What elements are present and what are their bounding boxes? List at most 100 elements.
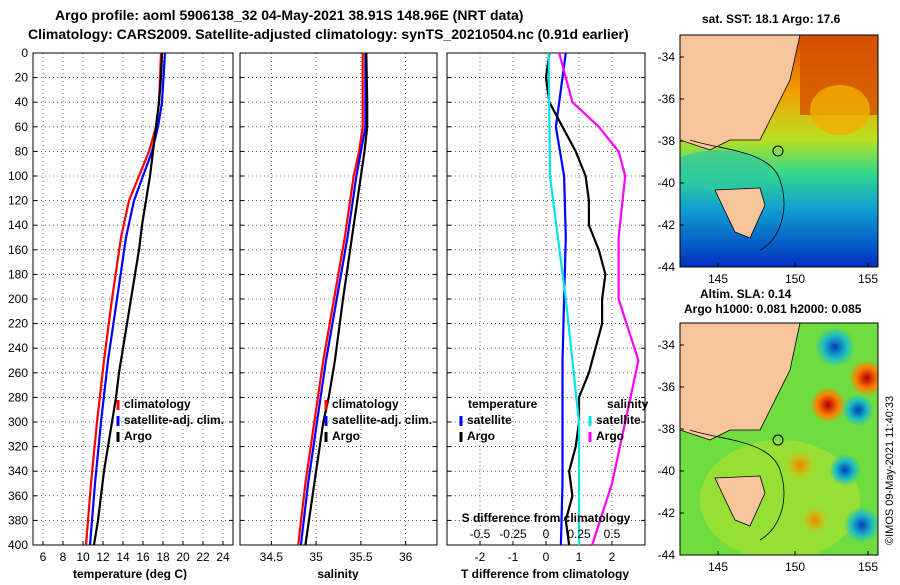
difference-panel: -2 -1 0 1 2 temperature salinity satellite Argo s… bbox=[446, 52, 649, 564]
series-line-argo bbox=[92, 52, 164, 546]
x-tick-label: 24 bbox=[216, 550, 230, 564]
map-x-tick-label: 155 bbox=[858, 272, 878, 286]
s-tick-label: 0.25 bbox=[567, 527, 591, 541]
map-x-tick-label: 150 bbox=[785, 560, 805, 574]
depth-tick-label: 380 bbox=[8, 513, 28, 527]
series-line-t-satellite bbox=[554, 52, 567, 546]
x-tick-label: 34.5 bbox=[260, 550, 284, 564]
legend-title-temperature: temperature bbox=[468, 397, 538, 411]
depth-tick-label: 240 bbox=[8, 341, 28, 355]
map-y-tick-label: -42 bbox=[658, 506, 676, 520]
map-x-tick-label: 145 bbox=[708, 272, 728, 286]
s-difference-axis-title: S difference from climatology bbox=[462, 511, 631, 525]
map-y-tick-label: -36 bbox=[658, 92, 676, 106]
x-tick-label: 6 bbox=[40, 550, 47, 564]
sst-map: sat. SST: 18.1 Argo: 17.6 145 150 155 -34 -3… bbox=[658, 12, 879, 286]
map-x-tick-label: 150 bbox=[785, 272, 805, 286]
map-x-tick-label: 155 bbox=[858, 560, 878, 574]
sla-map-ticks: 145 150 155 -34 -36 -38 -40 -42 -44 bbox=[658, 338, 879, 574]
title-line-2: Climatology: CARS2009. Satellite-adjuste… bbox=[28, 26, 629, 42]
argo-location-marker bbox=[772, 145, 784, 157]
series-line-satellite-adj-clim- bbox=[299, 53, 367, 546]
series-line-argo bbox=[304, 52, 369, 546]
series-line-satellite-adj-clim- bbox=[88, 52, 167, 546]
legend-label: Argo bbox=[332, 429, 360, 443]
s-tick-label: -0.5 bbox=[470, 527, 491, 541]
sst-map-ticks: 145 150 155 -34 -36 -38 -40 -42 -44 bbox=[658, 50, 879, 286]
x-tick-label: 35 bbox=[309, 550, 323, 564]
map-y-tick-label: -38 bbox=[658, 422, 676, 436]
legend-label: satellite bbox=[467, 413, 512, 427]
depth-tick-label: 40 bbox=[15, 95, 29, 109]
x-tick-label: 1 bbox=[576, 550, 583, 564]
map-y-tick-label: -38 bbox=[658, 134, 676, 148]
x-tick-label: -1 bbox=[508, 550, 519, 564]
watermark: ©IMOS 09-May-2021 11:40:33 bbox=[884, 396, 896, 545]
x-tick-label: 18 bbox=[156, 550, 170, 564]
map-y-tick-label: -40 bbox=[658, 464, 676, 478]
map-y-tick-label: -34 bbox=[658, 50, 676, 64]
depth-tick-label: 340 bbox=[8, 464, 28, 478]
legend-label: climatology bbox=[124, 397, 191, 411]
s-tick-label: -0.25 bbox=[499, 527, 527, 541]
sla-map-title-2: Argo h1000: 0.081 h2000: 0.085 bbox=[684, 302, 862, 316]
depth-tick-label: 20 bbox=[15, 71, 29, 85]
map-y-tick-label: -34 bbox=[658, 338, 676, 352]
temperature-axis-title: temperature (deg C) bbox=[73, 567, 187, 580]
x-tick-label: 14 bbox=[116, 550, 130, 564]
x-tick-label: 20 bbox=[176, 550, 190, 564]
title-line-1: Argo profile: aoml 5906138_32 04-May-202… bbox=[55, 7, 523, 23]
depth-tick-label: 120 bbox=[8, 194, 28, 208]
legend-label: satellite bbox=[596, 413, 641, 427]
series-line-s-argo bbox=[558, 52, 640, 546]
legend-label: Argo bbox=[467, 429, 495, 443]
sla-map: Altim. SLA: 0.14 Argo h1000: 0.081 h2000… bbox=[658, 287, 879, 574]
salinity-panel: 34.5 35 35.5 36 climatology satellite-adj. cl… bbox=[239, 52, 438, 564]
depth-tick-label: 0 bbox=[21, 46, 28, 60]
depth-tick-label: 260 bbox=[8, 366, 28, 380]
depth-tick-label: 140 bbox=[8, 218, 28, 232]
s-tick-label: 0 bbox=[543, 527, 550, 541]
depth-tick-label: 320 bbox=[8, 440, 28, 454]
depth-tick-label: 200 bbox=[8, 292, 28, 306]
x-tick-label: 36 bbox=[399, 550, 413, 564]
series-line-climatology bbox=[297, 53, 364, 546]
sst-map-title: sat. SST: 18.1 Argo: 17.6 bbox=[702, 12, 841, 26]
depth-tick-label: 100 bbox=[8, 169, 28, 183]
legend-label: climatology bbox=[332, 397, 399, 411]
depth-axis-labels: 0 20 40 60 80 100 120 140 160 180 200 220 240 260 280 3… bbox=[8, 46, 28, 552]
legend-label: satellite-adj. clim. bbox=[124, 413, 224, 427]
x-tick-label: 22 bbox=[196, 550, 210, 564]
depth-tick-label: 220 bbox=[8, 317, 28, 331]
depth-tick-label: 60 bbox=[15, 120, 29, 134]
panel-frame bbox=[239, 52, 438, 546]
depth-tick-label: 80 bbox=[15, 144, 29, 158]
depth-tick-label: 360 bbox=[8, 489, 28, 503]
depth-tick-label: 300 bbox=[8, 415, 28, 429]
argo-location-marker-sla bbox=[772, 434, 784, 446]
x-tick-label: 35.5 bbox=[349, 550, 373, 564]
x-tick-label: 12 bbox=[96, 550, 110, 564]
map-y-tick-label: -42 bbox=[658, 218, 676, 232]
x-tick-label: 8 bbox=[60, 550, 67, 564]
depth-tick-label: 280 bbox=[8, 390, 28, 404]
map-y-tick-label: -44 bbox=[658, 548, 676, 562]
map-x-tick-label: 145 bbox=[708, 560, 728, 574]
legend-label: Argo bbox=[124, 429, 152, 443]
temperature-panel: 6 8 10 12 14 16 18 20 22 24 climatology satellite-a… bbox=[32, 52, 234, 564]
legend-label: satellite-adj. clim. bbox=[332, 413, 432, 427]
map-y-tick-label: -44 bbox=[658, 260, 676, 274]
map-y-tick-label: -40 bbox=[658, 176, 676, 190]
x-tick-label: 10 bbox=[76, 550, 90, 564]
legend-title-salinity: salinity bbox=[607, 397, 649, 411]
x-tick-label: 2 bbox=[609, 550, 616, 564]
depth-tick-label: 160 bbox=[8, 243, 28, 257]
series-line-t-argo bbox=[544, 52, 607, 546]
x-tick-label: 0 bbox=[543, 550, 550, 564]
sla-map-title-1: Altim. SLA: 0.14 bbox=[700, 287, 792, 301]
legend-label: Argo bbox=[596, 429, 624, 443]
x-tick-label: -2 bbox=[475, 550, 486, 564]
series-line-s-satellite bbox=[547, 52, 581, 545]
depth-tick-label: 400 bbox=[8, 538, 28, 552]
